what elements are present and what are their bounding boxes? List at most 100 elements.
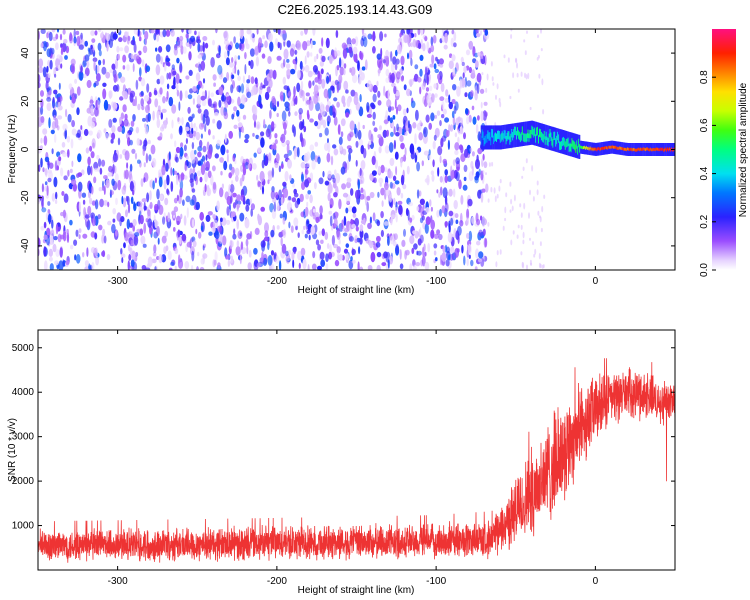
noise-blob xyxy=(143,177,146,183)
noise-blob xyxy=(257,147,262,153)
noise-blob xyxy=(41,183,45,193)
noise-blob xyxy=(239,253,242,265)
noise-blob xyxy=(396,123,399,132)
noise-blob xyxy=(351,248,356,256)
noise-blob xyxy=(236,194,242,202)
noise-blob xyxy=(174,140,177,148)
noise-blob xyxy=(248,74,251,81)
noise-blob xyxy=(213,259,217,266)
noise-blob xyxy=(438,233,443,241)
noise-speck xyxy=(541,264,544,269)
noise-blob xyxy=(87,165,91,176)
noise-blob xyxy=(128,254,132,261)
noise-blob xyxy=(236,219,239,230)
noise-blob xyxy=(191,250,195,262)
noise-speck xyxy=(505,192,508,198)
noise-speck xyxy=(495,94,497,100)
noise-blob xyxy=(84,260,89,267)
track-core xyxy=(515,126,517,136)
track-core xyxy=(546,136,548,146)
track-halo xyxy=(525,121,527,146)
noise-blob xyxy=(329,204,332,209)
snr-x-axis-label: Height of straight line (km) xyxy=(298,585,415,596)
noise-blob xyxy=(373,177,377,184)
noise-blob xyxy=(412,264,417,270)
noise-blob xyxy=(433,134,437,141)
noise-blob xyxy=(180,172,185,181)
track-core xyxy=(555,138,557,147)
noise-blob xyxy=(186,241,192,248)
noise-blob xyxy=(246,79,251,84)
noise-blob xyxy=(222,235,227,246)
noise-blob xyxy=(51,47,55,55)
noise-blob xyxy=(424,251,427,257)
noise-blob xyxy=(257,180,261,188)
noise-blob xyxy=(239,177,243,187)
noise-blob xyxy=(145,104,150,114)
noise-blob xyxy=(191,265,194,270)
noise-blob xyxy=(185,126,190,132)
noise-blob xyxy=(140,98,144,107)
track-core xyxy=(489,132,491,141)
track-core xyxy=(497,130,500,139)
noise-blob xyxy=(405,249,410,256)
noise-blob xyxy=(317,265,322,270)
noise-speck xyxy=(485,87,488,93)
y-tick-label: 5000 xyxy=(12,343,35,354)
noise-blob xyxy=(122,54,127,63)
noise-blob xyxy=(352,74,358,84)
noise-blob xyxy=(475,248,479,259)
noise-speck xyxy=(498,97,501,103)
x-tick-label: -300 xyxy=(108,276,128,287)
noise-speck xyxy=(538,73,541,79)
noise-blob xyxy=(200,113,204,121)
noise-blob xyxy=(200,95,206,101)
noise-blob xyxy=(274,162,279,169)
noise-blob xyxy=(114,165,117,174)
noise-blob xyxy=(396,71,401,80)
noise-blob xyxy=(54,260,59,266)
track-core xyxy=(574,142,576,151)
track-core xyxy=(547,137,549,147)
noise-blob xyxy=(376,80,379,87)
noise-blob xyxy=(362,124,365,130)
noise-blob xyxy=(112,84,118,92)
noise-blob xyxy=(108,118,113,128)
noise-blob xyxy=(188,51,192,61)
noise-blob xyxy=(375,241,381,248)
noise-blob xyxy=(200,60,206,71)
noise-blob xyxy=(429,85,433,92)
noise-blob xyxy=(324,127,329,136)
noise-blob xyxy=(80,125,83,130)
noise-blob xyxy=(82,252,85,258)
noise-blob xyxy=(465,108,469,115)
noise-blob xyxy=(452,159,456,167)
noise-speck xyxy=(485,172,487,176)
noise-blob xyxy=(278,165,282,173)
noise-blob xyxy=(202,245,205,251)
noise-blob xyxy=(70,63,76,75)
noise-blob xyxy=(110,190,114,196)
noise-blob xyxy=(210,174,214,186)
noise-blob xyxy=(339,66,345,76)
x-tick-label: 0 xyxy=(593,276,599,287)
noise-blob xyxy=(297,232,300,239)
noise-blob xyxy=(71,160,74,167)
noise-blob xyxy=(466,80,472,87)
noise-blob xyxy=(310,225,316,235)
noise-blob xyxy=(126,64,130,71)
noise-blob xyxy=(143,201,146,212)
track-core xyxy=(667,147,669,151)
noise-blob xyxy=(466,116,470,125)
noise-blob xyxy=(304,168,309,175)
track-core xyxy=(512,132,514,141)
noise-speck xyxy=(509,209,512,213)
noise-speck xyxy=(515,57,517,63)
noise-blob xyxy=(242,158,246,164)
noise-blob xyxy=(156,110,160,120)
noise-blob xyxy=(94,199,99,210)
noise-blob xyxy=(341,183,347,190)
noise-blob xyxy=(441,205,446,214)
noise-blob xyxy=(135,79,139,90)
noise-blob xyxy=(63,38,68,44)
